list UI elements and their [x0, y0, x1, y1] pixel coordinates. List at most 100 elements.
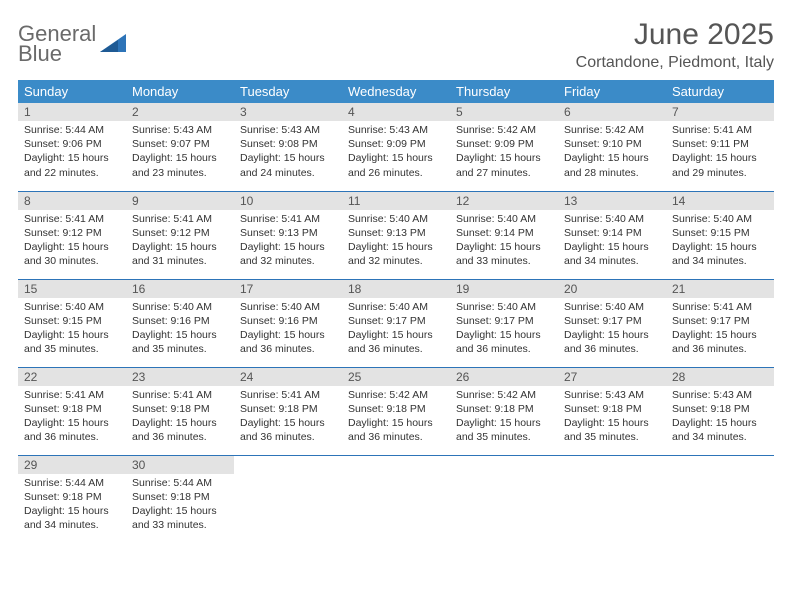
sunset-text: Sunset: 9:14 PM	[564, 226, 660, 240]
sunrise-text: Sunrise: 5:40 AM	[672, 212, 768, 226]
daylight-line1: Daylight: 15 hours	[564, 151, 660, 165]
daylight-line1: Daylight: 15 hours	[456, 240, 552, 254]
calendar-day-cell: 29Sunrise: 5:44 AMSunset: 9:18 PMDayligh…	[18, 455, 126, 543]
weekday-header: Tuesday	[234, 80, 342, 103]
sunrise-text: Sunrise: 5:40 AM	[240, 300, 336, 314]
daylight-line2: and 35 minutes.	[456, 430, 552, 444]
calendar-week-row: 1 Sunrise: 5:44 AMSunset: 9:06 PM Daylight…	[18, 103, 774, 191]
day-details: Sunrise: 5:43 AMSunset: 9:08 PMDaylight:…	[234, 121, 342, 184]
day-number: 14	[666, 192, 774, 210]
daylight-line1: Daylight: 15 hours	[564, 240, 660, 254]
day-number: 9	[126, 192, 234, 210]
day-details: Sunrise: 5:42 AMSunset: 9:10 PMDaylight:…	[558, 121, 666, 184]
day-details: Sunrise: 5:41 AMSunset: 9:18 PMDaylight:…	[234, 386, 342, 449]
day-details: Sunrise: 5:40 AMSunset: 9:14 PMDaylight:…	[450, 210, 558, 273]
daylight-line1: Daylight: 15 hours	[348, 328, 444, 342]
day-details: Sunrise: 5:40 AMSunset: 9:14 PMDaylight:…	[558, 210, 666, 273]
day-details: Sunrise: 5:40 AMSunset: 9:16 PMDaylight:…	[126, 298, 234, 361]
day-number: 11	[342, 192, 450, 210]
daylight-line2: and 31 minutes.	[132, 254, 228, 268]
sunset-text: Sunset: 9:15 PM	[24, 314, 120, 328]
sunrise-text: Sunrise: 5:41 AM	[132, 388, 228, 402]
brand-triangle-icon	[100, 30, 126, 57]
day-number: 15	[18, 280, 126, 298]
daylight-line1: Daylight: 15 hours	[240, 240, 336, 254]
daylight-line1: Daylight: 15 hours	[672, 328, 768, 342]
sunrise-text: Sunrise: 5:43 AM	[564, 388, 660, 402]
daylight-line2: and 33 minutes.	[456, 254, 552, 268]
day-details: Sunrise: 5:42 AMSunset: 9:18 PMDaylight:…	[342, 386, 450, 449]
daylight-line2: and 36 minutes.	[132, 430, 228, 444]
daylight-line1: Daylight: 15 hours	[672, 240, 768, 254]
sunset-text: Sunset: 9:18 PM	[24, 490, 120, 504]
day-details: Sunrise: 5:40 AMSunset: 9:15 PMDaylight:…	[18, 298, 126, 361]
sunset-text: Sunset: 9:17 PM	[564, 314, 660, 328]
daylight-line1: Daylight: 15 hours	[672, 416, 768, 430]
sunrise-text: Sunrise: 5:40 AM	[24, 300, 120, 314]
day-details: Sunrise: 5:41 AMSunset: 9:18 PMDaylight:…	[126, 386, 234, 449]
sunset-text: Sunset: 9:18 PM	[456, 402, 552, 416]
title-block: June 2025 Cortandone, Piedmont, Italy	[576, 18, 774, 72]
day-details: Sunrise: 5:41 AMSunset: 9:13 PMDaylight:…	[234, 210, 342, 273]
daylight-line2: and 29 minutes.	[672, 166, 768, 180]
daylight-line2: and 36 minutes.	[456, 342, 552, 356]
day-number: 4	[342, 103, 450, 121]
sunset-text: Sunset: 9:18 PM	[672, 402, 768, 416]
sunset-text: Sunset: 9:16 PM	[240, 314, 336, 328]
daylight-line2: and 33 minutes.	[132, 518, 228, 532]
daylight-line1: Daylight: 15 hours	[564, 416, 660, 430]
calendar-day-cell: 28Sunrise: 5:43 AMSunset: 9:18 PMDayligh…	[666, 367, 774, 455]
sunset-text: Sunset: 9:17 PM	[348, 314, 444, 328]
sunrise-text: Sunrise: 5:42 AM	[348, 388, 444, 402]
calendar-week-row: 15Sunrise: 5:40 AMSunset: 9:15 PMDayligh…	[18, 279, 774, 367]
day-details: Sunrise: 5:43 AMSunset: 9:18 PMDaylight:…	[666, 386, 774, 449]
day-number: 30	[126, 456, 234, 474]
day-number: 6	[558, 103, 666, 121]
sunset-text: Sunset: 9:18 PM	[132, 402, 228, 416]
sunset-text: Sunset: 9:06 PM	[24, 137, 120, 151]
sunrise-text: Sunrise: 5:44 AM	[24, 476, 120, 490]
daylight-line1: Daylight: 15 hours	[132, 328, 228, 342]
calendar-empty-cell	[234, 455, 342, 543]
daylight-line2: and 36 minutes.	[240, 342, 336, 356]
day-details: Sunrise: 5:40 AMSunset: 9:17 PMDaylight:…	[450, 298, 558, 361]
sunset-text: Sunset: 9:18 PM	[348, 402, 444, 416]
sunrise-text: Sunrise: 5:42 AM	[564, 123, 660, 137]
daylight-line2: and 36 minutes.	[564, 342, 660, 356]
calendar-day-cell: 22Sunrise: 5:41 AMSunset: 9:18 PMDayligh…	[18, 367, 126, 455]
daylight-line1: Daylight: 15 hours	[348, 416, 444, 430]
calendar-day-cell: 7Sunrise: 5:41 AMSunset: 9:11 PMDaylight…	[666, 103, 774, 191]
day-number: 18	[342, 280, 450, 298]
day-details: Sunrise: 5:41 AMSunset: 9:11 PMDaylight:…	[666, 121, 774, 184]
day-number: 28	[666, 368, 774, 386]
calendar-empty-cell	[666, 455, 774, 543]
day-number: 21	[666, 280, 774, 298]
daylight-line2: and 32 minutes.	[348, 254, 444, 268]
day-details: Sunrise: 5:41 AMSunset: 9:12 PMDaylight:…	[126, 210, 234, 273]
sunrise-text: Sunrise: 5:41 AM	[132, 212, 228, 226]
daylight-line1: Daylight: 15 hours	[456, 151, 552, 165]
sunset-text: Sunset: 9:12 PM	[24, 226, 120, 240]
daylight-line1: Daylight: 15 hours	[132, 504, 228, 518]
daylight-line1: Daylight: 15 hours	[456, 416, 552, 430]
weekday-header-row: SundayMondayTuesdayWednesdayThursdayFrid…	[18, 80, 774, 103]
sunrise-text: Sunrise: 5:40 AM	[564, 212, 660, 226]
sunrise-text: Sunrise: 5:44 AM	[24, 123, 120, 137]
sunrise-text: Sunrise: 5:41 AM	[24, 388, 120, 402]
sunset-text: Sunset: 9:13 PM	[348, 226, 444, 240]
daylight-line2: and 34 minutes.	[564, 254, 660, 268]
daylight-line2: and 28 minutes.	[564, 166, 660, 180]
sunrise-text: Sunrise: 5:43 AM	[240, 123, 336, 137]
brand-line2: Blue	[18, 44, 96, 64]
daylight-line1: Daylight: 15 hours	[240, 328, 336, 342]
sunset-text: Sunset: 9:11 PM	[672, 137, 768, 151]
daylight-line1: Daylight: 15 hours	[24, 416, 120, 430]
sunrise-text: Sunrise: 5:41 AM	[672, 123, 768, 137]
brand-logo: General Blue	[18, 18, 126, 64]
day-number: 1	[18, 103, 126, 121]
sunset-text: Sunset: 9:09 PM	[348, 137, 444, 151]
page-header: General Blue June 2025 Cortandone, Piedm…	[18, 18, 774, 72]
day-number: 23	[126, 368, 234, 386]
calendar-day-cell: 26Sunrise: 5:42 AMSunset: 9:18 PMDayligh…	[450, 367, 558, 455]
calendar-day-cell: 8Sunrise: 5:41 AMSunset: 9:12 PMDaylight…	[18, 191, 126, 279]
